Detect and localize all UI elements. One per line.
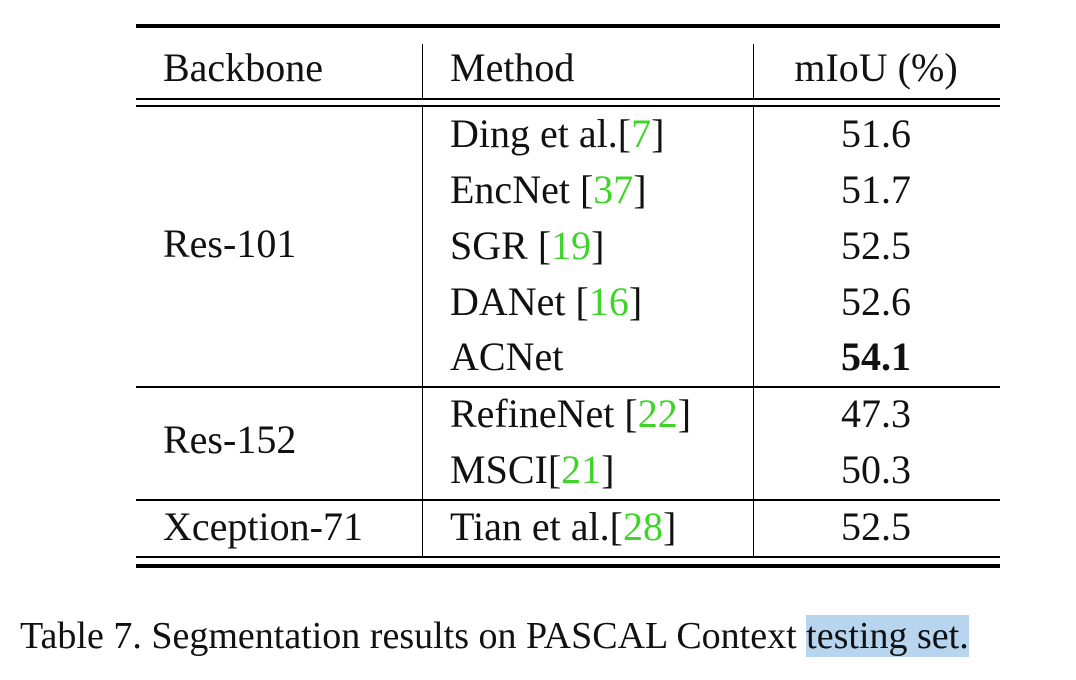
bottom-rule-lower — [136, 564, 1000, 568]
caption-selected-text[interactable]: testing set. — [806, 615, 969, 657]
header-rule-upper — [136, 98, 1000, 100]
miou-cell: 51.7 — [841, 167, 911, 212]
citation-link[interactable]: 37 — [593, 167, 634, 212]
column-divider-1 — [422, 44, 423, 98]
method-cell: Tian et al.[28] — [450, 504, 677, 549]
miou-cell: 52.5 — [841, 504, 911, 549]
header-miou: mIoU (%) — [794, 45, 958, 90]
miou-cell-best: 54.1 — [841, 334, 911, 379]
miou-cell: 50.3 — [841, 447, 911, 492]
header-rule-lower — [136, 105, 1000, 107]
citation-link[interactable]: 28 — [622, 504, 663, 549]
group-divider-2 — [136, 499, 1000, 501]
citation-link[interactable]: 16 — [588, 279, 629, 324]
header-method: Method — [450, 45, 575, 90]
citation-link[interactable]: 22 — [637, 391, 678, 436]
citation-link[interactable]: 7 — [631, 111, 652, 156]
backbone-cell: Res-101 — [163, 221, 297, 266]
method-cell: EncNet [37] — [450, 167, 647, 212]
method-cell: DANet [16] — [450, 279, 643, 324]
bottom-rule-upper — [136, 556, 1000, 558]
group-divider-1 — [136, 386, 1000, 388]
method-cell: ACNet — [450, 334, 564, 379]
backbone-cell: Xception-71 — [163, 504, 363, 549]
method-cell: SGR [19] — [450, 223, 605, 268]
backbone-cell: Res-152 — [163, 417, 297, 462]
column-divider-1 — [422, 107, 423, 556]
top-rule — [136, 24, 1000, 28]
caption-text: Table 7. Segmentation results on PASCAL … — [20, 615, 807, 657]
column-divider-2 — [753, 107, 754, 556]
header-backbone: Backbone — [163, 45, 323, 90]
method-cell: RefineNet [22] — [450, 391, 692, 436]
method-cell: Ding et al.[7] — [450, 111, 665, 156]
miou-cell: 52.6 — [841, 279, 911, 324]
citation-link[interactable]: 19 — [551, 223, 592, 268]
method-cell: MSCI[21] — [450, 447, 615, 492]
column-divider-2 — [753, 44, 754, 98]
citation-link[interactable]: 21 — [561, 447, 602, 492]
miou-cell: 47.3 — [841, 391, 911, 436]
miou-cell: 52.5 — [841, 223, 911, 268]
table-caption: Table 7. Segmentation results on PASCAL … — [20, 612, 969, 660]
miou-cell: 51.6 — [841, 111, 911, 156]
